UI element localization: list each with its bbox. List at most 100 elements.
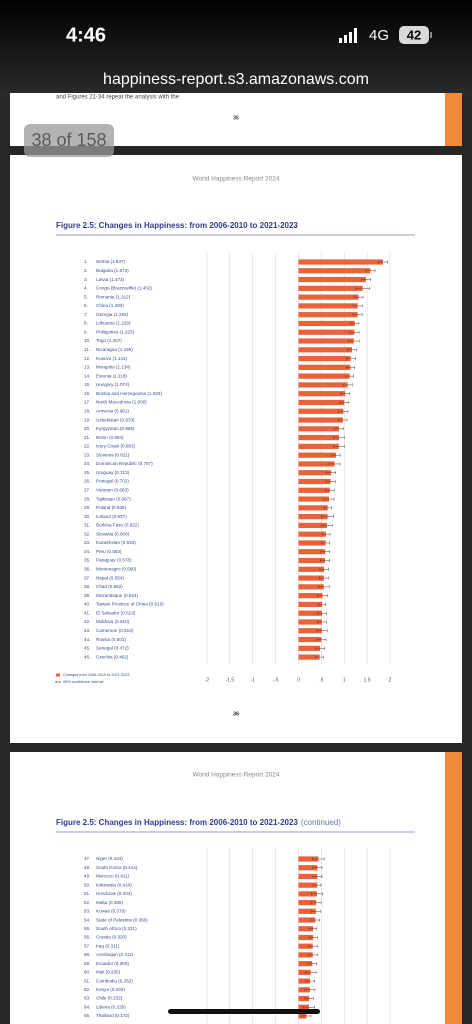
category-label: Portugal (0.702) (96, 479, 129, 484)
error-bar (310, 918, 321, 922)
bar (298, 891, 317, 897)
error-bar (331, 453, 341, 457)
rank: 13. (84, 365, 90, 370)
rank: 53. (84, 909, 90, 914)
rank: 41. (84, 610, 90, 615)
error-bar (304, 997, 314, 1001)
category-label: South Korea (0.414) (96, 865, 138, 870)
category-label: Senegal (0.472) (96, 646, 129, 651)
bar (298, 654, 320, 660)
rank: 11. (84, 347, 90, 352)
category-label: Cameroon (0.510) (96, 628, 134, 633)
rank: 49. (84, 874, 90, 879)
category-label: Poland (0.638) (96, 505, 127, 510)
category-label: Thailand (0.172) (96, 1013, 130, 1018)
legend-swatch (56, 673, 60, 677)
rank: 26. (84, 479, 90, 484)
clock: 4:46 (66, 24, 106, 46)
error-bar (308, 935, 318, 939)
category-label: Azerbaijan (0.311) (96, 952, 134, 957)
category-label: Mongolia (1.134) (96, 365, 131, 370)
bar (298, 514, 328, 520)
bar (298, 856, 319, 862)
error-bar (353, 295, 364, 299)
error-bar (307, 944, 318, 948)
bar (298, 575, 324, 581)
rank: 43. (84, 628, 90, 633)
x-tick-label: 2 (389, 677, 392, 683)
bar (298, 952, 313, 958)
home-indicator (168, 1009, 320, 1014)
category-label: Kuwait (0.379) (96, 909, 126, 914)
rank: 35. (84, 558, 90, 563)
rank: 65. (84, 1013, 90, 1018)
x-tick-label: -1 (251, 677, 256, 683)
category-label: Niger (0.434) (96, 856, 123, 861)
error-bar (312, 866, 323, 870)
bar (298, 285, 363, 291)
x-tick-label: .5 (319, 677, 323, 683)
rank: 17. (84, 400, 90, 405)
category-label: Ivory Coast (0.883) (96, 444, 136, 449)
rank: 20. (84, 426, 90, 431)
error-bar (315, 646, 325, 650)
category-label: Indonesia (0.410) (96, 882, 132, 887)
error-bar (350, 321, 360, 325)
bar (298, 943, 313, 949)
category-label: Nicaragua (1.169) (96, 347, 133, 352)
bar (298, 557, 325, 564)
category-label: Slovakia (0.600) (96, 531, 130, 536)
error-bar (307, 962, 318, 966)
bar (298, 636, 322, 643)
legend-label: 95% confidence interval (63, 680, 103, 684)
category-label: Paraguay (0.578) (96, 558, 132, 563)
error-bar (361, 278, 371, 282)
rank: 46. (84, 654, 90, 659)
x-tick-label: 1.5 (364, 677, 371, 683)
category-label: Latvia (1.473) (96, 277, 125, 282)
bar (298, 917, 316, 923)
category-label: Serbia (1.847) (96, 259, 126, 264)
bar (298, 443, 339, 449)
rank: 40. (84, 602, 90, 607)
error-bar (340, 392, 350, 396)
rank: 10. (84, 338, 90, 343)
error-bar (338, 409, 349, 413)
body-text: and Figures 21-34 repeat the analysis wi… (56, 95, 180, 101)
category-label: Lithuania (1.229) (96, 321, 131, 326)
bar (298, 540, 326, 546)
page-header: World Happiness Report 2024 (193, 772, 280, 779)
url[interactable]: happiness-report.s3.amazonaws.com (103, 71, 369, 88)
error-bar (312, 857, 325, 861)
category-label: Croatia (0.320) (96, 935, 127, 940)
category-label: State of Palestine (0.366) (96, 917, 148, 922)
category-label: Estonia (1.118) (96, 373, 127, 378)
bar (298, 601, 323, 608)
category-label: Taiwan Province of China (0.516) (96, 602, 164, 607)
category-label: Cambodia (0.252) (96, 978, 133, 983)
error-bar (326, 471, 336, 475)
rank: 58. (84, 952, 90, 957)
error-bar (321, 541, 330, 545)
rank: 18. (84, 408, 90, 413)
bar (298, 417, 343, 423)
error-bar (323, 497, 335, 501)
error-bar (345, 357, 356, 361)
error-bar (324, 488, 335, 492)
rank: 31. (84, 523, 90, 528)
category-label: Kosovo (1.141) (96, 356, 128, 361)
error-bar (304, 988, 316, 992)
bar (298, 900, 317, 906)
category-label: Dominican Republic (0.787) (96, 461, 153, 466)
category-label: Kazakhstan (0.593) (96, 540, 136, 545)
rank: 63. (84, 996, 90, 1001)
error-bar (321, 532, 331, 536)
error-bar (339, 400, 350, 404)
pdf-page (10, 155, 462, 743)
x-tick-label: -1.5 (226, 677, 235, 683)
rank: 42. (84, 619, 90, 624)
rank: 23. (84, 452, 90, 457)
bar (298, 382, 348, 388)
bar (298, 505, 328, 511)
